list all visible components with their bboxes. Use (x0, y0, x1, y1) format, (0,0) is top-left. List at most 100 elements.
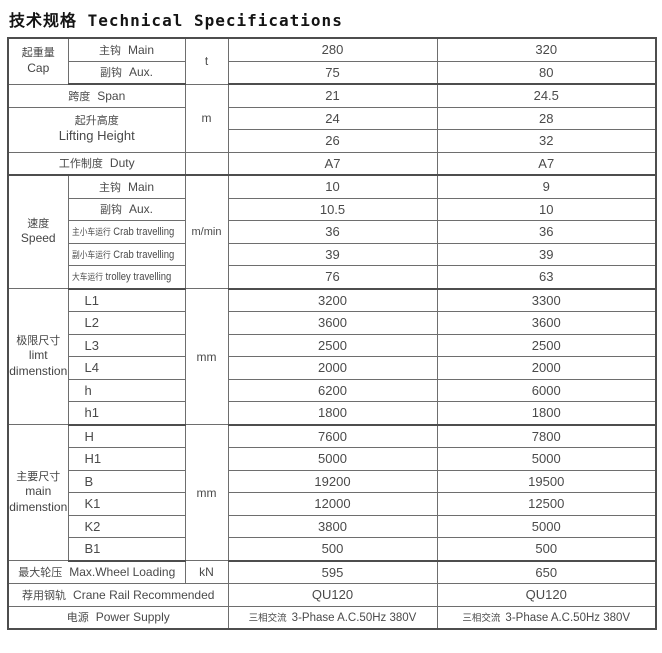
row-wheel-loading: 最大轮压 Max.Wheel Loading kN 595 650 (7, 560, 657, 584)
speed-main-value-a: 10 (227, 174, 438, 199)
cap-main-label-en: Main (127, 42, 154, 57)
lifting-label-en: Lifting Height (58, 128, 135, 144)
row-main-K1: K1 12000 12500 (8, 492, 657, 516)
limit-L3-value-b: 2500 (436, 333, 657, 357)
main-K1-value-b: 12500 (436, 492, 657, 516)
cap-main-value-a: 280 (227, 37, 438, 62)
main-dim-label-zh: 主要尺寸 (16, 470, 61, 483)
main-B-value-a: 19200 (227, 469, 438, 493)
main-H-value-a: 7600 (227, 424, 438, 448)
cap-aux-value-a: 75 (227, 60, 438, 85)
main-H-label: H (67, 424, 186, 448)
row-limit-h1: h1 1800 1800 (8, 401, 657, 426)
row-limit-L1: 极限尺寸 limt dimenstion L1 mm 3200 3300 (7, 288, 657, 425)
unit-t: t (184, 37, 229, 85)
main-dim-label-en1: main (25, 484, 52, 499)
speed-trolley-label-en: trolley travelling (105, 271, 171, 284)
span-label-en: Span (97, 88, 126, 103)
main-dim-label-en2: dimenstion (9, 499, 68, 514)
power-value-b: 三相交流 3-Phase A.C.50Hz 380V (436, 605, 657, 630)
lifting-1-value-a: 24 (227, 106, 438, 130)
main-B1-value-a: 500 (227, 537, 438, 562)
speed-crab-main-value-b: 36 (436, 220, 657, 244)
rail-value-b: QU120 (436, 583, 657, 607)
row-speed-crab-main: 主小车运行 Crab travelling 36 36 (8, 220, 657, 244)
span-label: 跨度 Span (7, 83, 186, 108)
speed-crab-main-label-zh: 主小车运行 (71, 227, 111, 238)
speed-label-en: Speed (20, 231, 56, 246)
unit-m-min: m/min (184, 174, 229, 289)
limit-h-value-a: 6200 (227, 378, 438, 402)
row-duty: 工作制度 Duty A7 A7 (7, 151, 657, 176)
main-K2-value-a: 3800 (227, 514, 438, 538)
main-B-label: B (67, 469, 186, 493)
main-K2-label: K2 (67, 514, 186, 538)
limit-L4-value-b: 2000 (436, 356, 657, 380)
row-cap-aux: 副钩 Aux. 75 80 (8, 60, 657, 85)
row-main-B: B 19200 19500 (8, 469, 657, 493)
span-label-zh: 跨度 (68, 90, 91, 103)
row-crane-rail: 荐用钢轨 Crane Rail Recommended QU120 QU120 (7, 583, 657, 607)
row-main-H: 主要尺寸 main dimenstion H mm 7600 7800 (7, 424, 657, 561)
wheel-value-b: 650 (436, 560, 657, 584)
speed-crab-aux-label-zh: 副小车运行 (71, 249, 111, 260)
main-K1-label: K1 (67, 492, 186, 516)
unit-mm-limit: mm (184, 288, 229, 425)
row-main-H1: H1 5000 5000 (8, 447, 657, 471)
cap-main-value-b: 320 (436, 37, 657, 62)
wheel-label: 最大轮压 Max.Wheel Loading (7, 560, 186, 584)
power-value-a-en: 3-Phase A.C.50Hz 380V (291, 612, 417, 625)
row-power-supply: 电源 Power Supply 三相交流 3-Phase A.C.50Hz 380V… (7, 605, 657, 630)
speed-trolley-value-b: 63 (436, 265, 657, 290)
row-limit-L4: L4 2000 2000 (8, 356, 657, 380)
row-limit-h: h 6200 6000 (8, 378, 657, 402)
limit-h1-value-a: 1800 (227, 401, 438, 426)
power-label-zh: 电源 (66, 612, 89, 625)
power-value-b-en: 3-Phase A.C.50Hz 380V (505, 612, 631, 625)
lifting-1-value-b: 28 (436, 106, 657, 130)
limit-L3-label: L3 (67, 333, 186, 357)
main-K2-value-b: 5000 (436, 514, 657, 538)
speed-crab-aux-label-en: Crab travelling (112, 248, 174, 261)
power-label: 电源 Power Supply (7, 605, 229, 630)
duty-unit-cell (184, 151, 229, 176)
limit-group-cell: 极限尺寸 limt dimenstion (7, 288, 69, 425)
speed-crab-aux-label: 副小车运行 Crab travelling (67, 242, 186, 266)
row-speed-main: 速度 Speed 主钩 Main m/min 10 9 (7, 174, 657, 289)
limit-h1-label: h1 (67, 401, 186, 426)
lifting-2-value-b: 32 (436, 129, 657, 153)
main-K1-value-a: 12000 (227, 492, 438, 516)
main-H1-value-b: 5000 (436, 447, 657, 471)
limit-L1-value-a: 3200 (227, 288, 438, 312)
limit-h-value-b: 6000 (436, 378, 657, 402)
limit-h1-value-b: 1800 (436, 401, 657, 426)
limit-L2-label: L2 (67, 311, 186, 335)
speed-main-label: 主钩 Main (67, 174, 186, 199)
cap-main-label-zh: 主钩 (98, 44, 121, 57)
spec-table: 起重量 Cap 主钩 Main t 280 320 副钩 Aux. 75 80 跨度… (7, 37, 657, 630)
limit-L1-label: L1 (67, 288, 186, 312)
main-B-value-b: 19500 (436, 469, 657, 493)
main-dim-group-cell: 主要尺寸 main dimenstion (7, 424, 69, 561)
rail-label: 荐用钢轨 Crane Rail Recommended (7, 583, 229, 607)
cap-label-zh: 起重量 (21, 47, 55, 60)
limit-L1-value-b: 3300 (436, 288, 657, 312)
speed-crab-aux-value-b: 39 (436, 242, 657, 266)
limit-L2-value-b: 3600 (436, 311, 657, 335)
speed-trolley-value-a: 76 (227, 265, 438, 290)
duty-label: 工作制度 Duty (7, 151, 186, 176)
lifting-2-value-a: 26 (227, 129, 438, 153)
rail-label-zh: 荐用钢轨 (22, 589, 67, 602)
main-H1-value-a: 5000 (227, 447, 438, 471)
lifting-label: 起升高度 Lifting Height (7, 106, 186, 153)
speed-group-cell: 速度 Speed (7, 174, 69, 289)
speed-crab-main-value-a: 36 (227, 220, 438, 244)
speed-aux-label: 副钩 Aux. (67, 197, 186, 221)
page-title: 技术规格 Technical Specifications (9, 11, 343, 30)
unit-kN: kN (184, 560, 229, 584)
row-main-B1: B1 500 500 (8, 537, 657, 562)
cap-label-en: Cap (27, 60, 50, 75)
main-H-value-b: 7800 (436, 424, 657, 448)
main-B1-value-b: 500 (436, 537, 657, 562)
duty-label-zh: 工作制度 (58, 158, 103, 171)
